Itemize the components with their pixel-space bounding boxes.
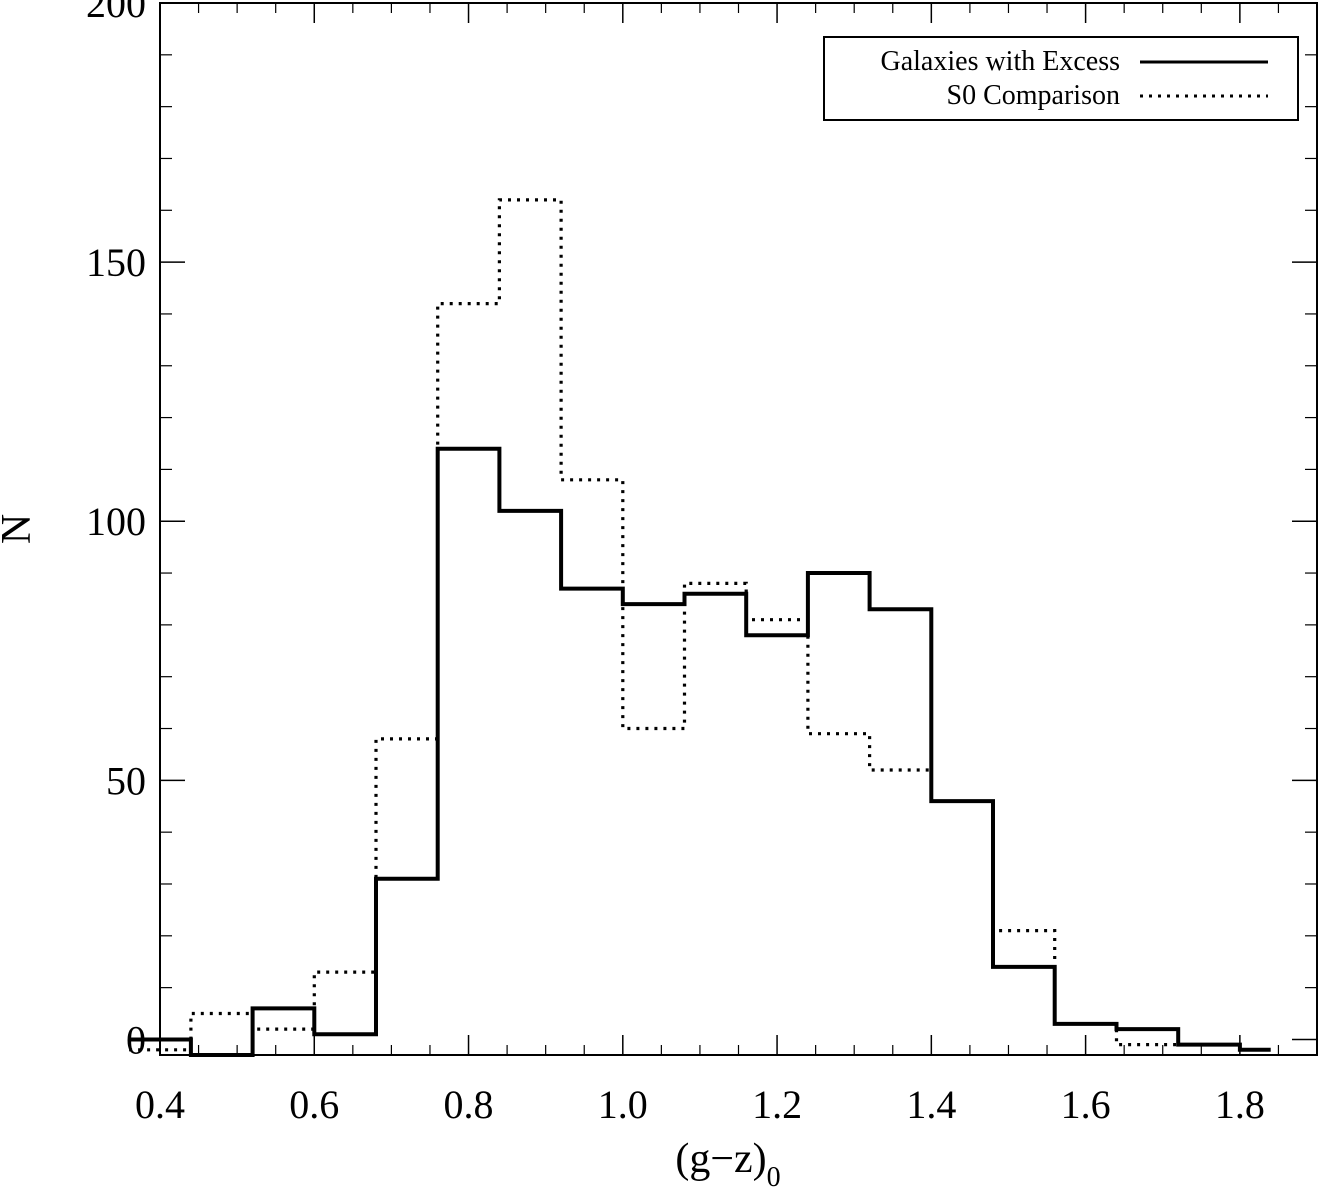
y-tick-label: 100 xyxy=(86,499,146,544)
tick-labels: 0.4 0.6 0.8 1.0 1.2 1.4 1.6 1.8 0 50 100 150 200 xyxy=(86,0,1265,1127)
x-tick-label: 1.4 xyxy=(906,1082,956,1127)
series-galaxies-with-excess-line xyxy=(129,446,1271,1057)
x-axis-label: (g−z)0 xyxy=(675,1136,780,1193)
y-tick-label: 50 xyxy=(106,758,146,803)
legend: Galaxies with Excess S0 Comparison xyxy=(823,36,1299,121)
x-tick-label: 1.0 xyxy=(598,1082,648,1127)
y-tick-label: 200 xyxy=(86,0,146,26)
series-s0-comparison-line xyxy=(129,198,1271,1052)
x-axis-label-subscript: 0 xyxy=(767,1162,781,1193)
legend-entry-label: Galaxies with Excess xyxy=(881,46,1121,77)
plot-frame xyxy=(159,2,1318,1056)
x-tick-label: 1.8 xyxy=(1215,1082,1265,1127)
y-axis-label: N xyxy=(0,514,40,544)
x-axis-label-main: (g−z) xyxy=(675,1136,766,1182)
x-tick-label: 0.6 xyxy=(289,1082,339,1127)
axis-ticks xyxy=(159,2,1318,1055)
legend-entry-label: S0 Comparison xyxy=(947,80,1120,111)
legend-box xyxy=(823,36,1299,121)
x-tick-label: 1.2 xyxy=(752,1082,802,1127)
y-tick-label: 0 xyxy=(126,1017,146,1062)
x-tick-label: 1.6 xyxy=(1061,1082,1111,1127)
x-tick-label: 0.4 xyxy=(135,1082,185,1127)
x-tick-label: 0.8 xyxy=(444,1082,494,1127)
y-tick-label: 150 xyxy=(86,240,146,285)
series-layer xyxy=(129,198,1271,1057)
